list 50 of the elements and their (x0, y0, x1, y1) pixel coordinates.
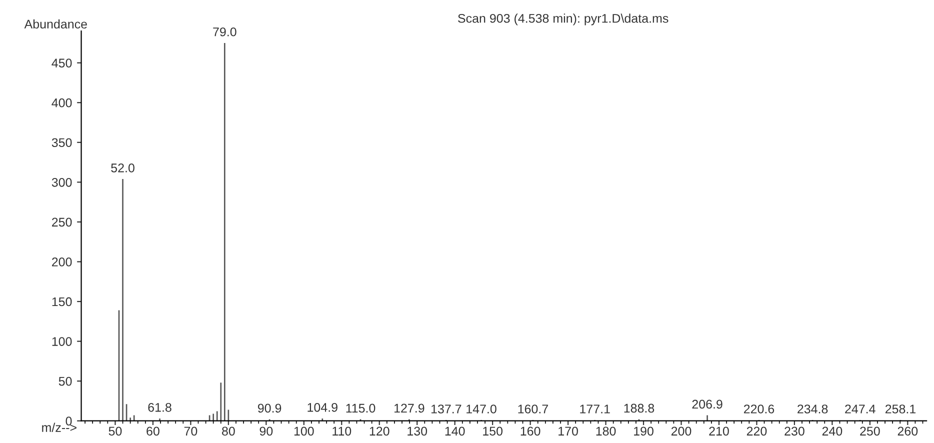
x-tick-label: 140 (445, 426, 465, 436)
annotation: 127.9 (394, 404, 424, 413)
annotation: 188.8 (624, 404, 654, 413)
x-tick-label: 80 (222, 426, 235, 436)
annotation: 61.8 (148, 402, 172, 412)
x-tick-label: 120 (370, 426, 390, 436)
y-tick-label: 250 (52, 218, 72, 227)
y-tick-label: 100 (52, 337, 72, 346)
x-tick-label: 190 (634, 426, 654, 436)
annotation: 160.7 (518, 404, 548, 414)
annotation: 177.1 (580, 404, 610, 414)
x-tick-label: 70 (184, 426, 198, 436)
x-tick-label: 240 (822, 426, 842, 436)
x-tick-label: 90 (260, 426, 273, 436)
annotation: 206.9 (692, 400, 722, 409)
annotation: 52.0 (111, 164, 134, 172)
annotation: 90.9 (258, 404, 282, 413)
x-tick-label: 250 (860, 426, 880, 436)
annotation: 234.8 (798, 404, 828, 414)
x-tick-label: 220 (746, 426, 767, 436)
y-tick-label: 400 (52, 98, 72, 108)
annotation: 258.1 (885, 404, 916, 414)
x-tick-label: 100 (294, 426, 314, 436)
x-tick-label: 180 (596, 426, 616, 436)
y-tick-label: 150 (52, 297, 72, 306)
x-tick-label: 200 (671, 426, 692, 436)
chart-title: Scan 903 (4.538 min): pyr1.D\data.ms (458, 14, 668, 26)
x-tick-label: 50 (108, 426, 122, 436)
annotation: 137.7 (431, 404, 462, 414)
annotation: 115.0 (346, 404, 376, 413)
y-tick-label: 300 (52, 178, 72, 187)
annotation: 220.6 (744, 404, 774, 414)
annotation: 247.4 (845, 404, 876, 414)
x-tick-label: 210 (709, 426, 729, 436)
annotation: 79.0 (213, 27, 236, 36)
y-tick-label: 200 (52, 258, 72, 266)
x-tick-label: 170 (558, 426, 578, 436)
x-tick-label: 230 (784, 426, 804, 436)
y-tick-label: 50 (58, 376, 72, 386)
x-tick-label: 260 (898, 426, 918, 436)
y-tick-label: 350 (52, 138, 72, 148)
y-tick-label: 450 (52, 58, 72, 68)
y-axis-title: Abundance (24, 19, 87, 29)
x-tick-label: 160 (520, 426, 540, 436)
x-tick-label: 60 (146, 426, 160, 436)
x-tick-label: 110 (332, 426, 352, 436)
annotation: 147.0 (466, 404, 496, 414)
x-tick-label: 130 (408, 426, 428, 436)
x-tick-label: 150 (483, 426, 503, 436)
annotation: 104.9 (308, 402, 338, 412)
